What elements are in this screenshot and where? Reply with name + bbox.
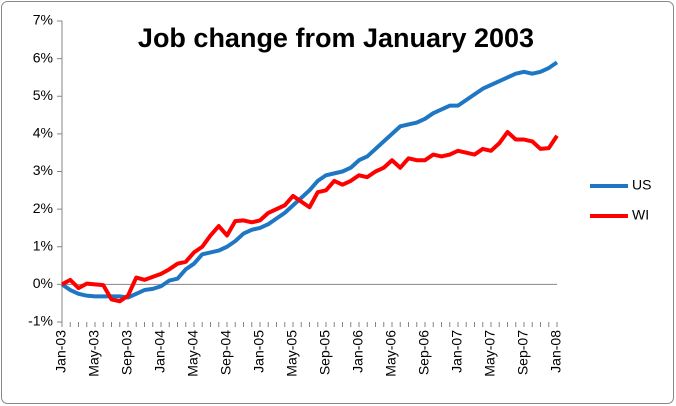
y-tick-label: 6% [33, 49, 53, 65]
series-line [60, 60, 559, 300]
x-tick-label: May-04 [185, 330, 201, 377]
series-line [61, 129, 559, 304]
x-tick-label: Sep-05 [317, 330, 333, 375]
x-tick-label: Sep-07 [515, 330, 531, 375]
y-tick-label: 2% [33, 200, 53, 216]
y-tick-label: 5% [33, 87, 53, 103]
y-tick-label: -1% [28, 313, 53, 329]
legend-label: US [632, 177, 651, 193]
x-tick-label: Jan-03 [53, 330, 69, 373]
x-tick-label: May-06 [383, 330, 399, 377]
y-tick-label: 3% [33, 162, 53, 178]
x-tick-label: May-07 [482, 330, 498, 377]
y-tick-label: 1% [33, 237, 53, 253]
x-tick-label: Jan-08 [548, 330, 564, 373]
x-tick-label: Sep-03 [119, 330, 135, 375]
x-tick-label: May-03 [86, 330, 102, 377]
y-tick-label: 0% [33, 275, 53, 291]
x-tick-label: Sep-06 [416, 330, 432, 375]
x-tick-label: Jan-07 [449, 330, 465, 373]
x-tick-label: Jan-05 [251, 330, 267, 373]
y-tick-label: 4% [33, 125, 53, 141]
legend-label: WI [632, 207, 649, 223]
x-tick-label: May-05 [284, 330, 300, 377]
x-tick-label: Jan-06 [350, 330, 366, 373]
y-tick-label: 7% [33, 12, 53, 28]
x-tick-label: Sep-04 [218, 330, 234, 375]
x-tick-label: Jan-04 [152, 330, 168, 373]
chart-title: Job change from January 2003 [138, 23, 534, 53]
